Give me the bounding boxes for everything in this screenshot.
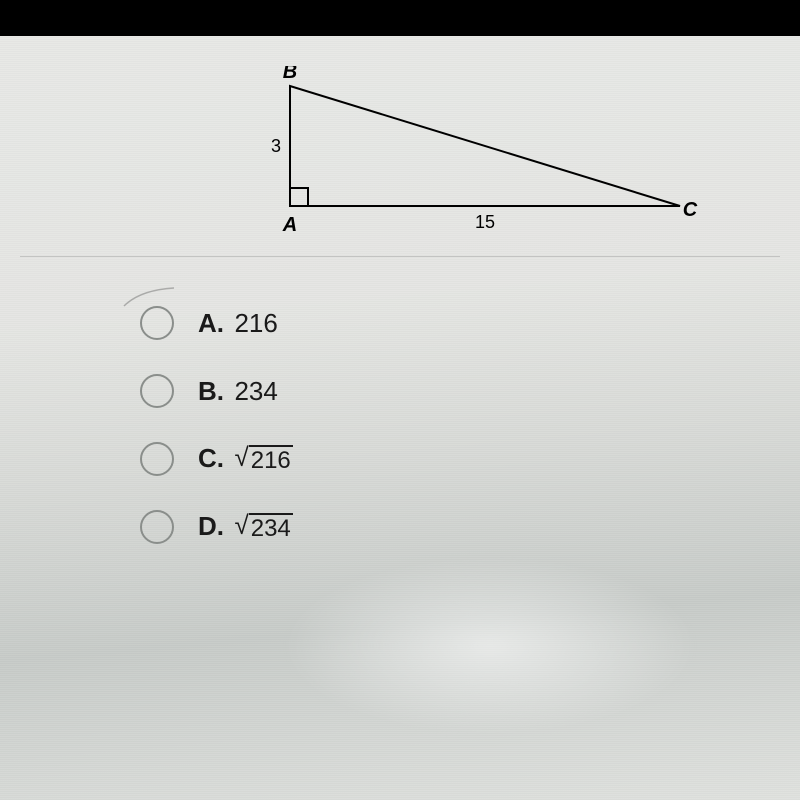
answer-options-list: A. 216 B. 234 C. √ 216 D. <box>140 306 293 544</box>
triangle-shape <box>290 86 680 206</box>
option-letter: D. <box>198 511 224 541</box>
option-value: 234 <box>234 376 277 406</box>
vertex-label-c: C <box>683 199 698 221</box>
side-label-ac: 15 <box>475 212 495 232</box>
radical-icon: √ <box>234 512 248 538</box>
section-divider <box>20 256 780 257</box>
vertex-label-b: B <box>283 66 297 83</box>
sqrt-expression: √ 216 <box>234 445 292 475</box>
worksheet-screen: B A C 3 15 A. 216 B. 234 <box>0 36 800 800</box>
option-letter: A. <box>198 308 224 338</box>
radio-icon[interactable] <box>140 510 174 544</box>
screen-glare <box>280 556 700 736</box>
triangle-diagram: B A C 3 15 <box>270 66 700 236</box>
option-b[interactable]: B. 234 <box>140 374 293 408</box>
option-value: 216 <box>234 308 277 338</box>
radicand-value: 216 <box>249 445 293 475</box>
option-d[interactable]: D. √ 234 <box>140 510 293 544</box>
radio-icon[interactable] <box>140 374 174 408</box>
radio-icon[interactable] <box>140 306 174 340</box>
option-c[interactable]: C. √ 216 <box>140 442 293 476</box>
sqrt-expression: √ 234 <box>234 513 292 543</box>
radio-icon[interactable] <box>140 442 174 476</box>
vertex-label-a: A <box>282 214 297 236</box>
right-angle-marker <box>290 188 308 206</box>
triangle-svg: B A C 3 15 <box>270 66 700 236</box>
radical-icon: √ <box>234 444 248 470</box>
option-letter: C. <box>198 443 224 473</box>
option-letter: B. <box>198 376 224 406</box>
radicand-value: 234 <box>249 513 293 543</box>
option-a[interactable]: A. 216 <box>140 306 293 340</box>
side-label-ab: 3 <box>271 136 281 156</box>
